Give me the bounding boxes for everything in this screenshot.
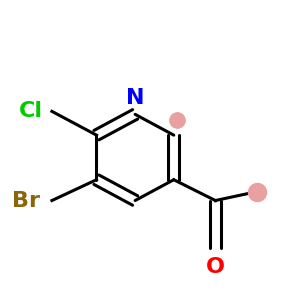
Text: N: N (126, 88, 144, 108)
Text: Br: Br (12, 190, 40, 211)
Text: Cl: Cl (19, 101, 43, 122)
Text: O: O (206, 257, 225, 277)
